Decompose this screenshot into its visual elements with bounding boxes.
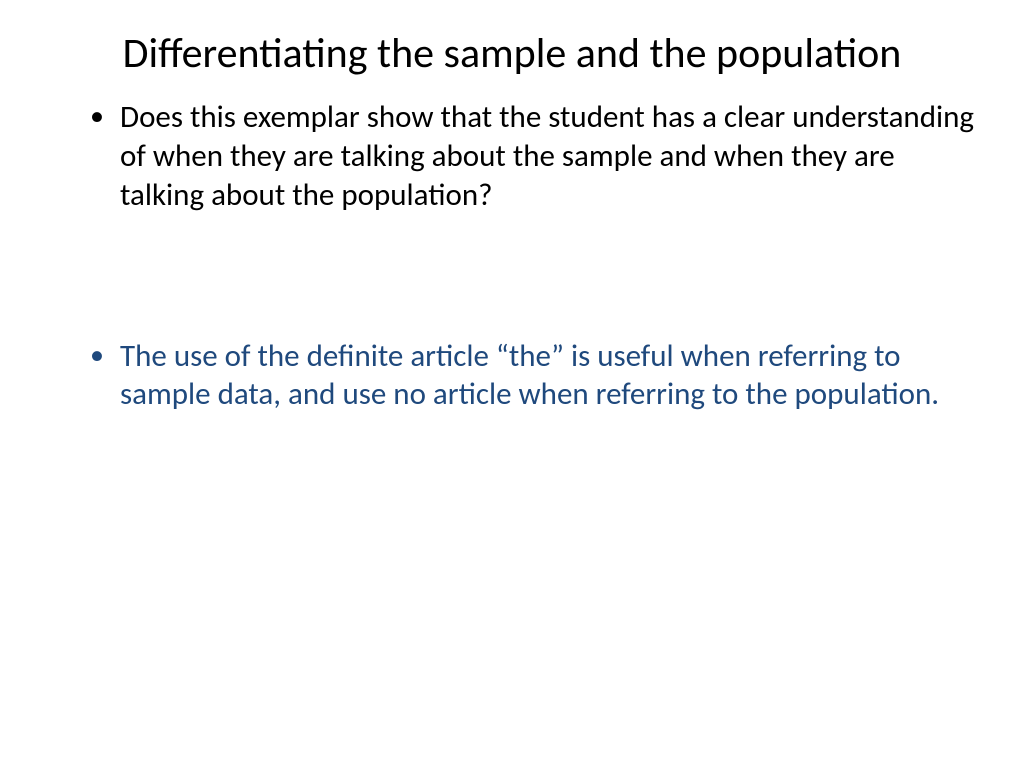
bullet-list: Does this exemplar show that the student…	[50, 98, 974, 214]
bullet-list: The use of the definite article “the” is…	[50, 337, 974, 415]
bullet-item-answer: The use of the definite article “the” is…	[90, 337, 974, 415]
slide-title: Differentiating the sample and the popul…	[50, 30, 974, 78]
spacer	[50, 227, 974, 337]
bullet-item-question: Does this exemplar show that the student…	[90, 98, 974, 214]
